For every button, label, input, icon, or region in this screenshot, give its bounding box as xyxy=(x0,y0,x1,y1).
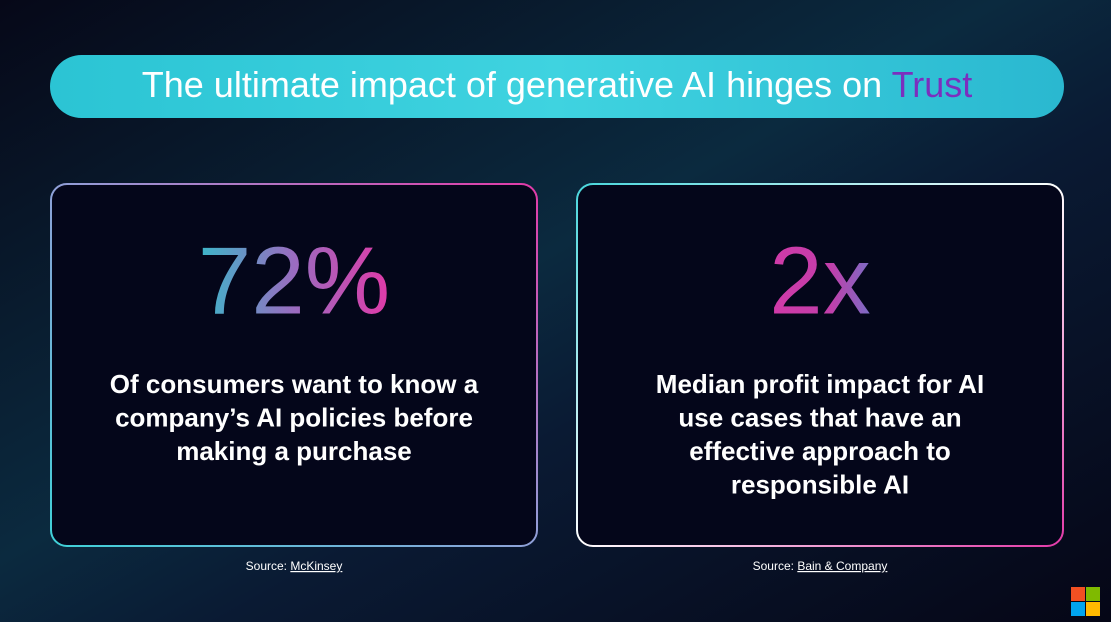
description-line: making a purchase xyxy=(176,436,412,466)
stat: 2x xyxy=(769,227,870,334)
description-line: Of consumers want to know a xyxy=(110,369,479,399)
logo-square xyxy=(1086,587,1100,601)
description-line: responsible AI xyxy=(731,469,909,499)
source-label: Source: xyxy=(753,559,794,573)
logo-square xyxy=(1071,587,1085,601)
description-line: use cases that have an xyxy=(678,402,961,432)
logo-square xyxy=(1086,602,1100,616)
description-line: effective approach to xyxy=(689,436,951,466)
title: The ultimate impact of generative AI hin… xyxy=(142,64,972,105)
logo xyxy=(1071,587,1100,616)
logo-square xyxy=(1071,602,1085,616)
source-label: Source: xyxy=(246,559,287,573)
description-line: company’s AI policies before xyxy=(115,402,473,432)
card xyxy=(576,183,1064,547)
source: Source: Bain & Company xyxy=(753,559,888,573)
source-link[interactable]: Bain & Company xyxy=(797,559,887,573)
title-highlight: Trust xyxy=(892,64,973,105)
stat: 72% xyxy=(198,227,390,334)
title-text: The ultimate impact of generative AI hin… xyxy=(142,64,882,105)
description-line: Median profit impact for AI xyxy=(656,369,984,399)
source-link[interactable]: McKinsey xyxy=(290,559,342,573)
source: Source: McKinsey xyxy=(246,559,343,573)
title-pill xyxy=(50,55,1064,118)
card xyxy=(50,183,538,547)
